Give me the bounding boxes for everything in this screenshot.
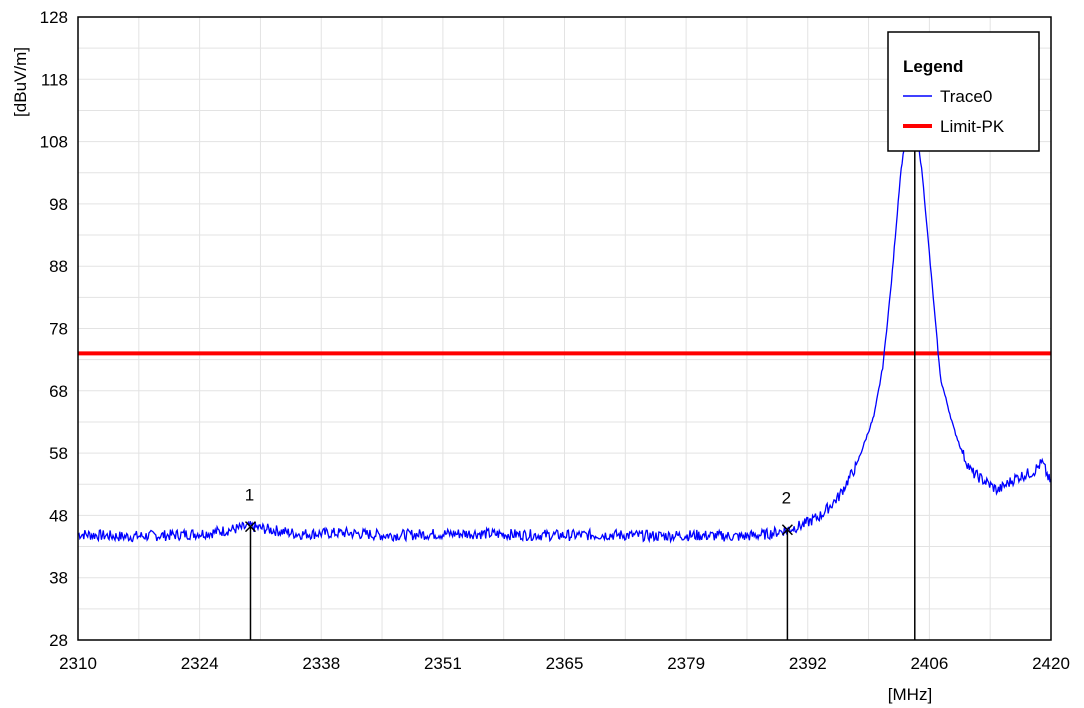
x-tick-label: 2406 [910, 654, 948, 673]
y-tick-label: 128 [40, 8, 68, 27]
x-axis-title: [MHz] [888, 685, 932, 704]
markers: 123 [244, 96, 921, 640]
marker-1-cross [244, 521, 257, 533]
x-tick-label: 2365 [546, 654, 584, 673]
marker-2-cross [781, 524, 793, 536]
y-tick-label: 68 [49, 382, 68, 401]
legend-title: Legend [903, 57, 963, 76]
y-tick-label: 28 [49, 631, 68, 650]
x-tick-label: 2351 [424, 654, 462, 673]
y-tick-label: 108 [40, 133, 68, 152]
y-tick-label: 58 [49, 444, 68, 463]
x-tick-label: 2338 [302, 654, 340, 673]
x-tick-label: 2420 [1032, 654, 1070, 673]
x-tick-label: 2392 [789, 654, 827, 673]
y-tick-label: 48 [49, 506, 68, 525]
legend: Legend Trace0 Limit-PK [887, 31, 1040, 152]
legend-label-trace0: Trace0 [940, 87, 992, 106]
trace0-line [77, 134, 1052, 544]
x-tick-label: 2324 [181, 654, 219, 673]
y-tick-label: 118 [41, 70, 68, 89]
legend-box [887, 31, 1040, 152]
y-axis-title: [dBuV/m] [11, 47, 30, 117]
x-tick-label: 2379 [667, 654, 705, 673]
x-tick-label: 2310 [59, 654, 97, 673]
x-tick-labels: 2310 2324 2338 2351 2365 2379 2392 2406 2420 [59, 654, 1070, 673]
plot-frame [77, 16, 1052, 641]
legend-label-limit-pk: Limit-PK [940, 117, 1005, 136]
y-tick-label: 78 [49, 320, 68, 339]
y-tick-label: 38 [49, 569, 68, 588]
y-tick-labels: 28 38 48 58 68 78 88 98 108 118 128 [40, 8, 68, 650]
y-tick-label: 88 [49, 257, 68, 276]
marker-2-label: 2 [782, 489, 791, 508]
y-tick-label: 98 [49, 195, 68, 214]
marker-1-label: 1 [245, 486, 254, 505]
series-trace0 [77, 134, 1052, 544]
